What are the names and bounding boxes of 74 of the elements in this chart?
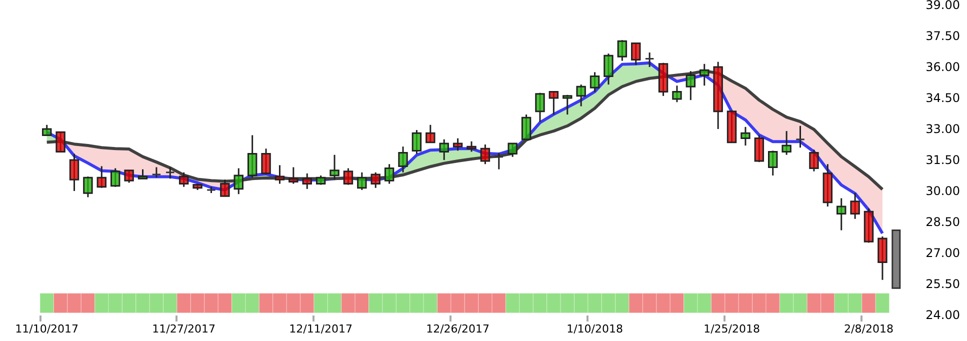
x-tick-label: 12/26/2017 [426, 322, 490, 336]
candlestick [152, 166, 162, 178]
candlestick [357, 172, 367, 191]
candlestick [508, 142, 518, 158]
candlestick [617, 39, 628, 62]
y-tick-label: 34.50 [926, 91, 960, 105]
candlestick [631, 42, 641, 66]
y-tick-label: 36.00 [926, 60, 960, 74]
candlestick [110, 168, 120, 188]
candlestick [56, 131, 66, 152]
candlestick [69, 153, 80, 192]
candlestick [535, 92, 545, 123]
candlestick [521, 114, 532, 140]
y-tick-label: 30.00 [926, 184, 960, 198]
candlestick [480, 144, 490, 165]
candlestick [96, 165, 106, 189]
x-tick-label: 1/10/2018 [566, 322, 623, 336]
y-tick-label: 24.00 [926, 308, 960, 322]
candlestick [384, 163, 394, 185]
y-tick-label: 25.50 [926, 277, 960, 291]
x-tick-label: 12/11/2017 [289, 322, 353, 336]
candlestick [644, 52, 654, 68]
candlestick [782, 130, 792, 156]
x-tick-label: 1/25/2018 [704, 322, 760, 336]
candlestick [686, 70, 696, 101]
candlestick [672, 84, 682, 103]
candlestick [836, 197, 846, 232]
candlestick [700, 63, 710, 86]
candlestick [398, 146, 408, 174]
x-tick-label: 11/10/2017 [15, 322, 79, 336]
candlestick [330, 154, 340, 180]
candlestick [83, 176, 93, 198]
candlestick [261, 148, 271, 176]
candlestick [768, 150, 778, 176]
candlestick [466, 140, 476, 152]
candlestick [548, 91, 559, 116]
candlestick [452, 138, 463, 152]
line-series [45, 69, 884, 191]
candlestick [234, 168, 244, 195]
candlestick [274, 164, 285, 185]
x-tick-label: 11/27/2017 [152, 322, 216, 336]
y-tick-label: 31.50 [926, 153, 960, 167]
candlestick [247, 134, 258, 178]
candlestick [439, 138, 449, 161]
y-tick-label: 33.00 [926, 122, 960, 136]
candlestick [412, 129, 422, 155]
y-tick-label: 27.00 [926, 246, 960, 260]
candlestick [302, 172, 312, 190]
candlestick [562, 94, 572, 116]
y-tick-label: 37.50 [926, 29, 960, 43]
candlestick [795, 125, 806, 148]
candlestick [850, 192, 860, 220]
y-tick-label: 39.00 [926, 0, 960, 12]
candlestick [740, 126, 750, 146]
candlestick [809, 148, 819, 172]
candlestick [288, 166, 298, 185]
candlestick [138, 168, 148, 180]
candlestick [42, 124, 52, 136]
candlestick [604, 52, 614, 86]
candlestick [590, 71, 600, 93]
candlestick [370, 172, 380, 189]
candlestick [878, 236, 888, 281]
candlestick [165, 166, 175, 180]
candlestick [316, 174, 326, 186]
candlestick [220, 178, 230, 197]
x-tick-label: 2/8/2018 [844, 322, 894, 336]
candlestick [576, 84, 586, 108]
candlestick [178, 172, 189, 188]
candlestick [343, 168, 354, 186]
candlestick [124, 170, 134, 184]
candlestick [754, 134, 764, 163]
candlestick [426, 124, 436, 144]
candlestick [494, 152, 504, 170]
y-tick-label: 28.50 [926, 215, 960, 229]
